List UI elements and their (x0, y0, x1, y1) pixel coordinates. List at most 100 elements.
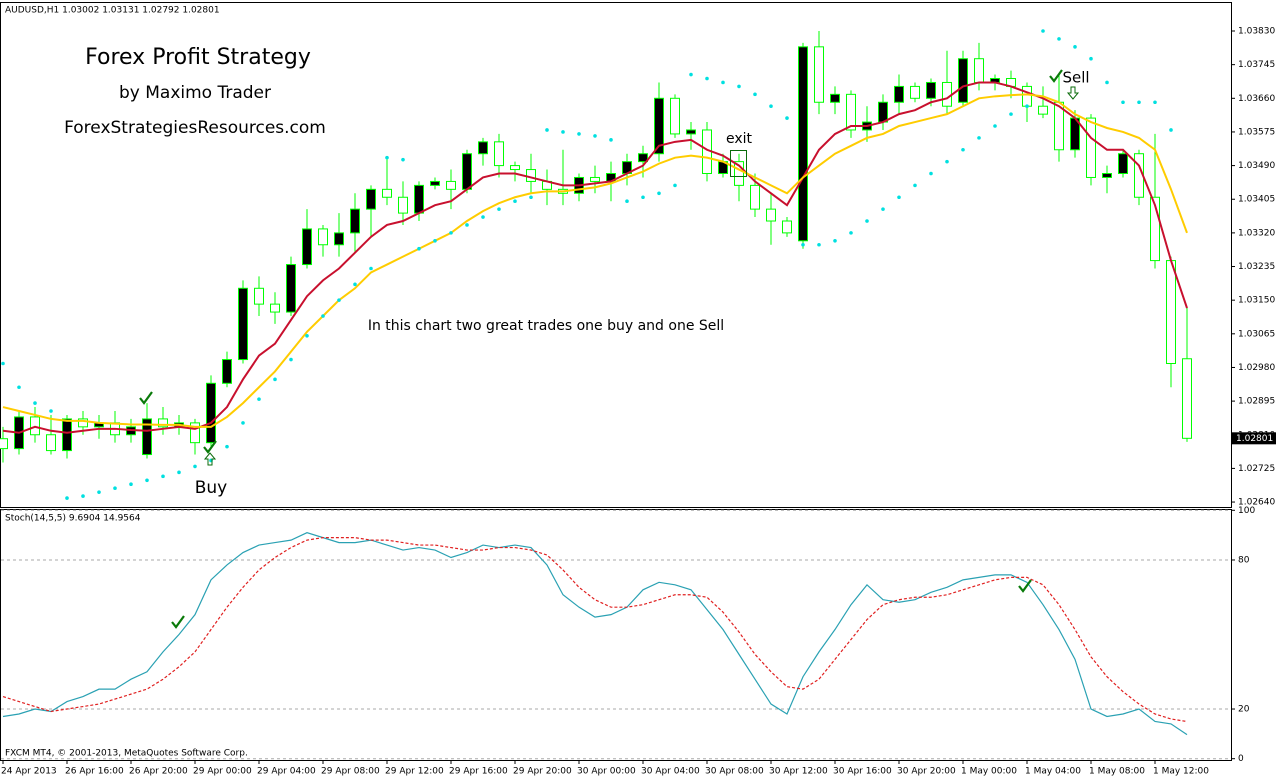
sar-dot (1057, 37, 1061, 41)
x-tick-label: 30 Apr 08:00 (705, 767, 764, 777)
x-tick-label: 30 Apr 16:00 (833, 767, 892, 777)
exit-box (730, 150, 747, 177)
candle-body (638, 153, 648, 163)
candle-body (750, 184, 760, 210)
candle-body (1166, 260, 1176, 365)
y-tick-label: 1.02725 (1238, 464, 1275, 474)
x-tick-label: 30 Apr 20:00 (897, 767, 956, 777)
sar-dot (385, 155, 389, 160)
sar-dot (1137, 100, 1141, 105)
candle-body (958, 58, 968, 103)
check (1018, 579, 1032, 593)
candle-body (798, 46, 808, 242)
candle-body (670, 97, 680, 135)
sar-dot (225, 444, 229, 449)
sar-dot (257, 397, 261, 401)
candle-body (446, 180, 456, 190)
sar-dot (337, 298, 341, 302)
candle-body (654, 97, 664, 155)
footer: FXCM MT4, © 2001-2013, MetaQuotes Softwa… (5, 749, 248, 759)
candle-body (878, 101, 888, 123)
y-tick-label: 1.03490 (1238, 161, 1275, 171)
candle-body (142, 418, 152, 456)
current-price: 1.02801 (1236, 434, 1273, 444)
candle-body (462, 153, 472, 190)
sar-dot (961, 147, 965, 152)
x-tick-label: 29 Apr 16:00 (449, 767, 508, 777)
sar-dot (993, 124, 997, 128)
buy-arrow (203, 452, 217, 466)
checkmarks (139, 69, 1063, 629)
candle-body (814, 46, 824, 103)
sar-dot (881, 207, 885, 211)
check (171, 615, 185, 629)
sar-dot (49, 409, 53, 413)
sar-dot (1153, 100, 1157, 105)
candle-body (62, 418, 72, 452)
sar-dot (753, 92, 757, 97)
candle-body (494, 141, 504, 167)
sar-dot (705, 76, 709, 81)
y-tick-label: 1.03575 (1238, 127, 1275, 137)
annotation-exit: exit (726, 131, 753, 147)
sar-dot (1025, 104, 1029, 109)
y-tick-label: 1.03320 (1238, 228, 1275, 238)
sar-dot (33, 401, 37, 405)
sar-dot (673, 183, 677, 188)
sar-dot (305, 333, 309, 338)
moving-average (2, 93, 1188, 428)
sar-dot (801, 242, 805, 247)
annotation-sell: Sell (1062, 69, 1089, 87)
candle-body (766, 208, 776, 222)
sar-dot (1169, 128, 1173, 132)
sar-dot (17, 385, 21, 390)
candle-body (334, 232, 344, 246)
sar-dot (945, 159, 949, 164)
price-box (1232, 432, 1276, 445)
sar-dot (369, 266, 373, 271)
candle-body (846, 93, 856, 131)
y-tick-label: 1.03065 (1238, 329, 1275, 339)
candle-body (398, 196, 408, 214)
x-tick-label: 29 Apr 12:00 (385, 767, 444, 777)
annotation-author: by Maximo Trader (119, 83, 271, 103)
y-tick-label: 1.02640 (1238, 498, 1275, 508)
candle-body (1038, 105, 1048, 115)
candle-body (302, 228, 312, 266)
sar-dot (145, 478, 149, 483)
sar-dot (193, 464, 197, 469)
x-tick-label: 29 Apr 04:00 (257, 767, 316, 777)
candle-body (238, 287, 248, 361)
sar-dot (177, 470, 181, 475)
sar-dot (481, 215, 485, 219)
sar-dot (433, 238, 437, 243)
sar-dot (785, 116, 789, 120)
x-tick-label: 1 May 00:00 (961, 767, 1017, 777)
sar-dot (977, 136, 981, 140)
candle-body (910, 85, 920, 99)
sar-dot (353, 282, 357, 287)
sar-dot (289, 357, 293, 362)
candle-body (894, 85, 904, 103)
sar-dot (849, 231, 853, 235)
x-tick-label: 26 Apr 20:00 (129, 767, 188, 777)
sar-dot (609, 138, 613, 142)
price-panel (0, 2, 1232, 508)
annotation-title: Forex Profit Strategy (85, 45, 311, 70)
candle-body (318, 228, 328, 246)
check (139, 391, 153, 405)
sar-dot (817, 242, 821, 247)
candle-body (222, 359, 232, 384)
sar-dot (689, 72, 693, 77)
candle-body (974, 58, 984, 83)
y-tick-label: 80 (1238, 555, 1250, 565)
candle-body (526, 169, 536, 182)
sar-dot (897, 195, 901, 200)
candle-body (734, 161, 744, 186)
y-tick-label: 1.03660 (1238, 94, 1275, 104)
sar-dot (1073, 45, 1077, 49)
y-tick-label: 0 (1238, 754, 1244, 764)
sar-dot (129, 482, 133, 487)
y-tick-label: 1.03745 (1238, 60, 1275, 70)
